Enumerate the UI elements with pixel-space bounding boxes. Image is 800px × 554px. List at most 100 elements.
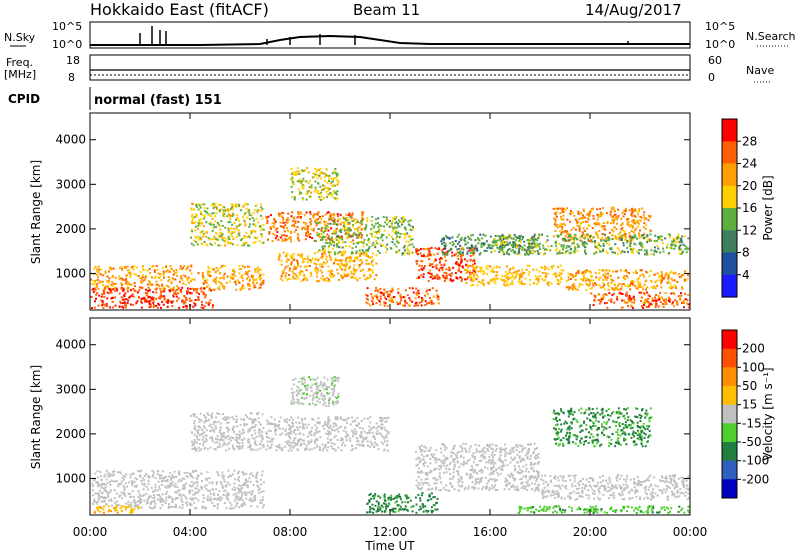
heatmap-cell: [101, 300, 104, 302]
heatmap-cell: [312, 216, 315, 219]
heatmap-cell: [211, 229, 214, 232]
heatmap-cell: [253, 496, 255, 499]
heatmap-cell: [360, 236, 363, 239]
heatmap-cell: [420, 300, 423, 303]
heatmap-cell: [602, 222, 605, 224]
heatmap-cell: [687, 293, 690, 296]
heatmap-cell: [428, 250, 431, 253]
heatmap-cell: [352, 239, 355, 242]
heatmap-cell: [211, 306, 214, 309]
heatmap-cell: [621, 223, 624, 225]
heatmap-cell: [591, 282, 594, 285]
heatmap-cell: [231, 232, 234, 234]
heatmap-cell: [347, 230, 350, 233]
heatmap-cell: [192, 288, 195, 291]
heatmap-cell: [151, 296, 154, 299]
heatmap-cell: [236, 487, 239, 490]
heatmap-cell: [428, 247, 431, 250]
heatmap-cell: [195, 448, 198, 451]
heatmap-cell: [371, 235, 374, 238]
heatmap-cell: [327, 265, 330, 268]
heatmap-cell: [604, 233, 606, 236]
heatmap-cell: [218, 498, 220, 500]
heatmap-cell: [368, 268, 371, 271]
heatmap-cell: [455, 253, 457, 256]
heatmap-cell: [206, 207, 209, 210]
heatmap-cell: [138, 499, 141, 502]
heatmap-cell: [103, 292, 106, 295]
heatmap-cell: [637, 252, 640, 255]
heatmap-cell: [221, 224, 224, 227]
colorbar-swatch: [722, 274, 737, 298]
heatmap-cell: [294, 171, 297, 174]
heatmap-cell: [687, 247, 690, 250]
heatmap-cell: [161, 289, 164, 291]
heatmap-cell: [316, 213, 319, 216]
heatmap-cell: [182, 487, 184, 490]
heatmap-cell: [411, 300, 414, 303]
heatmap-cell: [306, 228, 309, 231]
heatmap-cell: [486, 264, 489, 267]
heatmap-cell: [532, 238, 535, 241]
heatmap-cell: [246, 236, 249, 239]
heatmap-cell: [637, 219, 640, 222]
heatmap-cell: [291, 181, 294, 184]
heatmap-cell: [258, 421, 261, 424]
heatmap-cell: [233, 270, 236, 273]
heatmap-cell: [214, 278, 217, 280]
heatmap-cell: [92, 287, 95, 290]
heatmap-cell: [375, 294, 378, 297]
heatmap-cell: [111, 275, 114, 278]
heatmap-cell: [521, 247, 524, 250]
heatmap-cell: [152, 301, 155, 304]
heatmap-cell: [441, 266, 444, 269]
heatmap-cell: [147, 482, 150, 485]
heatmap-cell: [644, 299, 646, 302]
heatmap-cell: [324, 241, 327, 244]
heatmap-cell: [654, 246, 656, 249]
heatmap-cell: [211, 238, 214, 241]
heatmap-cell: [564, 235, 567, 238]
heatmap-cell: [429, 262, 432, 265]
heatmap-cell: [122, 492, 125, 495]
heatmap-cell: [110, 499, 113, 502]
heatmap-cell: [460, 258, 463, 261]
heatmap-cell: [466, 252, 469, 255]
heatmap-cell: [494, 234, 497, 237]
heatmap-cell: [379, 291, 382, 294]
heatmap-cell: [640, 216, 643, 219]
heatmap-cell: [646, 291, 649, 294]
heatmap-cell: [472, 251, 475, 254]
heatmap-cell: [226, 443, 229, 446]
heatmap-cell: [284, 276, 287, 279]
heatmap-cell: [232, 268, 235, 271]
heatmap-cell: [208, 274, 211, 276]
heatmap-cell: [330, 227, 332, 230]
heatmap-cell: [128, 269, 131, 272]
heatmap-cell: [120, 282, 123, 285]
heatmap-cell: [518, 244, 521, 247]
heatmap-cell: [202, 277, 205, 280]
heatmap-cell: [300, 280, 303, 283]
heatmap-cell: [246, 416, 249, 419]
heatmap-cell: [429, 276, 432, 279]
heatmap-cell: [122, 478, 125, 481]
heatmap-cell: [647, 305, 650, 308]
heatmap-cell: [112, 480, 115, 483]
heatmap-cell: [330, 236, 333, 239]
heatmap-cell: [181, 504, 184, 506]
heatmap-cell: [321, 252, 324, 255]
heatmap-cell: [409, 219, 412, 222]
heatmap-cell: [191, 278, 194, 281]
heatmap-cell: [680, 276, 683, 279]
heatmap-cell: [314, 257, 317, 260]
heatmap-cell: [325, 186, 328, 189]
heatmap-cell: [514, 246, 517, 249]
heatmap-cell: [293, 258, 296, 261]
heatmap-cell: [186, 305, 188, 308]
heatmap-cell: [223, 434, 225, 437]
heatmap-cell: [501, 244, 504, 246]
heatmap-cell: [399, 232, 402, 235]
heatmap-cell: [293, 230, 296, 233]
heatmap-cell: [168, 475, 171, 478]
